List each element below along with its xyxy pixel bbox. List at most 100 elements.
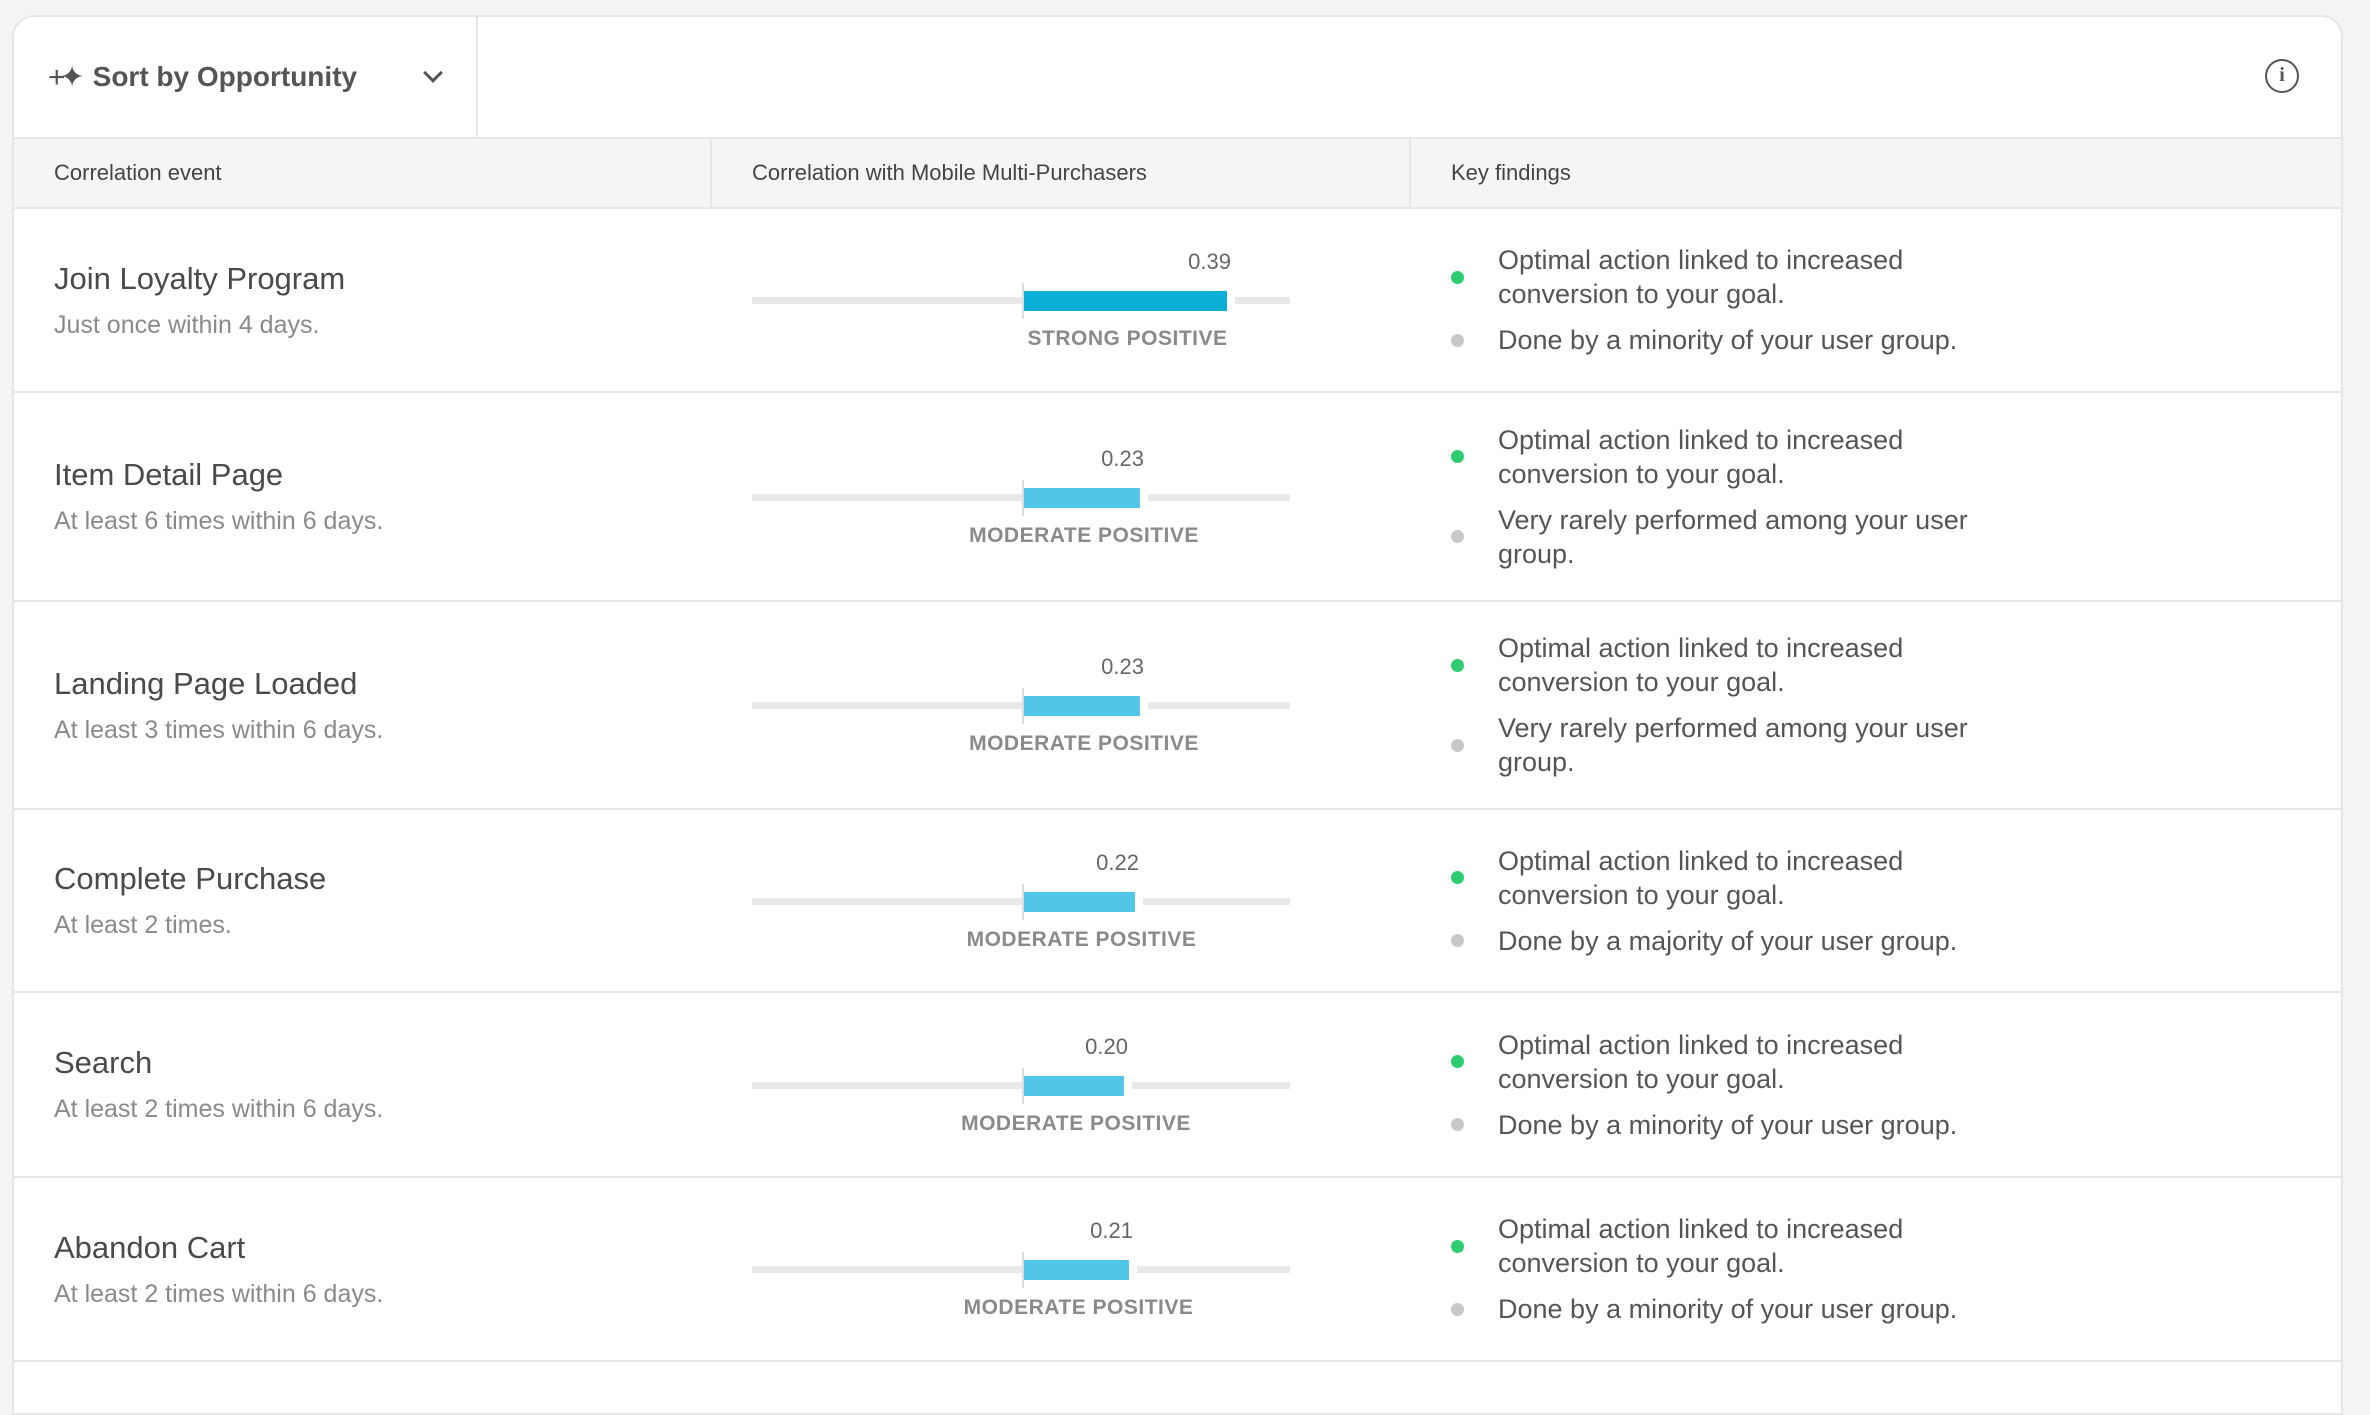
correlation-bar [1024, 488, 1148, 508]
finding-item: Very rarely performed among your user gr… [1451, 503, 2011, 571]
finding-text: Optimal action linked to increased conve… [1498, 424, 1904, 489]
table-row[interactable]: Abandon Cart At least 2 times within 6 d… [14, 1178, 2341, 1362]
event-title: Join Loyalty Program [54, 260, 346, 296]
correlation-track [752, 898, 1290, 905]
finding-text: Optimal action linked to increased conve… [1498, 1029, 1904, 1094]
event-condition: At least 2 times within 6 days. [54, 1279, 384, 1308]
correlation-track [752, 494, 1290, 501]
finding-text: Optimal action linked to increased conve… [1498, 845, 1904, 910]
finding-item: Very rarely performed among your user gr… [1451, 711, 2011, 779]
finding-item: Optimal action linked to increased conve… [1451, 243, 2011, 311]
table-row[interactable]: Item Detail Page At least 6 times within… [14, 393, 2341, 602]
correlation-track [752, 297, 1290, 304]
positive-dot-icon [1451, 1239, 1464, 1253]
event-cell: Item Detail Page At least 6 times within… [14, 393, 712, 600]
event-cell: Join Loyalty Program Just once within 4 … [14, 209, 712, 391]
finding-item: Optimal action linked to increased conve… [1451, 1212, 2011, 1280]
correlation-bar [1024, 696, 1148, 716]
correlation-bar [1024, 291, 1235, 311]
column-header-event[interactable]: Correlation event [14, 139, 712, 207]
table-row[interactable]: Join Loyalty Program Just once within 4 … [14, 209, 2341, 393]
correlation-bar [1024, 1260, 1137, 1280]
finding-text: Very rarely performed among your user gr… [1498, 713, 1968, 777]
finding-item: Optimal action linked to increased conve… [1451, 423, 2011, 491]
finding-item: Done by a minority of your user group. [1451, 1292, 2011, 1326]
correlation-track [752, 1266, 1290, 1273]
zero-axis [1022, 1252, 1024, 1288]
positive-dot-icon [1451, 871, 1464, 884]
finding-text: Optimal action linked to increased conve… [1498, 633, 1904, 697]
event-condition: Just once within 4 days. [54, 310, 320, 339]
correlation-cell: 0.21 MODERATE POSITIVE [712, 1178, 1411, 1360]
correlation-track [752, 702, 1290, 709]
findings-cell: Optimal action linked to increased conve… [1411, 810, 2341, 991]
correlation-value: 0.20 [1085, 1034, 1128, 1059]
event-condition: At least 2 times. [54, 911, 232, 939]
neutral-dot-icon [1451, 530, 1464, 543]
finding-text: Done by a minority of your user group. [1498, 1294, 1958, 1324]
column-header-findings: Key findings [1451, 160, 1571, 185]
correlation-bar [1024, 1076, 1132, 1096]
table-body: Join Loyalty Program Just once within 4 … [14, 209, 2341, 1413]
correlation-strength: MODERATE POSITIVE [966, 928, 1197, 951]
correlation-cell: 0.20 MODERATE POSITIVE [712, 993, 1411, 1176]
chevron-down-icon [423, 63, 443, 83]
table-row[interactable]: Search At least 2 times within 6 days. 0… [14, 993, 2341, 1178]
correlation-value: 0.39 [1188, 249, 1231, 274]
findings-cell: Optimal action linked to increased conve… [1411, 393, 2341, 600]
correlation-cell: 0.23 MODERATE POSITIVE [712, 602, 1411, 808]
event-title: Item Detail Page [54, 457, 284, 492]
event-cell: Complete Purchase At least 2 times. [14, 810, 712, 991]
finding-item: Optimal action linked to increased conve… [1451, 844, 2011, 912]
event-title: Abandon Cart [54, 1229, 246, 1265]
finding-text: Done by a majority of your user group. [1498, 925, 1958, 956]
positive-dot-icon [1451, 270, 1464, 284]
correlation-strength: MODERATE POSITIVE [963, 1296, 1194, 1319]
event-condition: At least 2 times within 6 days. [54, 1095, 384, 1123]
table-row[interactable]: Landing Page Loaded At least 3 times wit… [14, 602, 2341, 810]
correlation-strength: MODERATE POSITIVE [969, 524, 1199, 547]
findings-cell: Optimal action linked to increased conve… [1411, 602, 2341, 808]
correlation-strength: MODERATE POSITIVE [969, 732, 1199, 755]
finding-text: Optimal action linked to increased conve… [1498, 1214, 1904, 1278]
neutral-dot-icon [1451, 1118, 1464, 1131]
positive-dot-icon [1451, 658, 1464, 672]
info-icon[interactable]: i [2265, 59, 2299, 93]
finding-text: Very rarely performed among your user gr… [1498, 504, 1968, 569]
sparkle-icon: +✦ [48, 60, 85, 94]
finding-item: Done by a majority of your user group. [1451, 924, 2011, 958]
event-cell: Search At least 2 times within 6 days. [14, 993, 712, 1176]
correlation-cell: 0.22 MODERATE POSITIVE [712, 810, 1411, 991]
correlation-strength: MODERATE POSITIVE [961, 1112, 1191, 1135]
findings-cell: Optimal action linked to increased conve… [1411, 1178, 2341, 1360]
toolbar: +✦ Sort by Opportunity i [14, 17, 2341, 139]
correlation-value: 0.23 [1101, 446, 1144, 471]
correlation-cell: 0.23 MODERATE POSITIVE [712, 393, 1411, 600]
correlation-value: 0.21 [1090, 1218, 1133, 1243]
column-header-correlation[interactable]: Correlation with Mobile Multi-Purchasers [712, 139, 1411, 207]
correlation-value: 0.23 [1101, 654, 1144, 679]
correlation-card: +✦ Sort by Opportunity i Correlation eve… [12, 15, 2343, 1415]
finding-item: Optimal action linked to increased conve… [1451, 631, 2011, 699]
sort-label: Sort by Opportunity [92, 61, 358, 92]
zero-axis [1022, 884, 1024, 920]
finding-item: Done by a minority of your user group. [1451, 323, 2011, 357]
neutral-dot-icon [1451, 333, 1464, 347]
finding-text: Done by a minority of your user group. [1498, 325, 1958, 355]
table-row[interactable]: Complete Purchase At least 2 times. 0.22… [14, 810, 2341, 993]
zero-axis [1022, 1068, 1024, 1104]
zero-axis [1022, 480, 1024, 516]
zero-axis [1022, 688, 1024, 724]
findings-cell: Optimal action linked to increased conve… [1411, 209, 2341, 391]
table-header: Correlation event Correlation with Mobil… [14, 139, 2341, 209]
correlation-value: 0.22 [1096, 850, 1139, 875]
correlation-track [752, 1082, 1290, 1089]
event-cell: Abandon Cart At least 2 times within 6 d… [14, 1178, 712, 1360]
positive-dot-icon [1451, 450, 1464, 463]
neutral-dot-icon [1451, 738, 1464, 752]
positive-dot-icon [1451, 1055, 1464, 1068]
finding-item: Done by a minority of your user group. [1451, 1108, 2011, 1142]
sort-dropdown[interactable]: +✦ Sort by Opportunity [14, 17, 478, 137]
neutral-dot-icon [1451, 934, 1464, 947]
correlation-cell: 0.39 STRONG POSITIVE [712, 209, 1411, 391]
